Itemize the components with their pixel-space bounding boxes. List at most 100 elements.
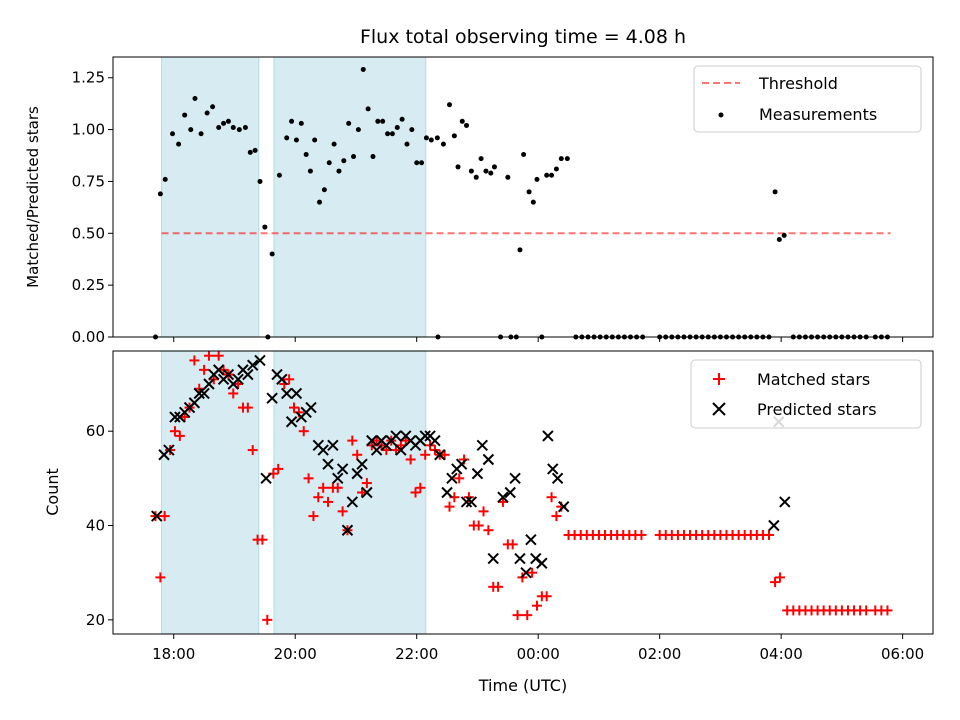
predicted-star-point [509,472,521,485]
measurement-point [564,156,570,162]
measurement-point [385,131,391,137]
predicted-star-point [551,472,564,485]
measurement-point [216,125,222,131]
predicted-star-point [525,533,537,546]
measurement-point [225,118,231,124]
bottom-axes-frame [112,350,934,635]
predicted-star-point [455,458,468,470]
matched-star-point [347,435,358,446]
bottom-count-points [150,350,893,625]
measurement-point [459,118,465,124]
predicted-star-point [151,510,163,522]
top-y-axis-label: Matched/Predicted stars [24,106,42,288]
legend-matched-label: Matched stars [757,370,870,389]
predicted-star-point [222,368,235,381]
legend-measurements-swatch [718,112,724,118]
shaded-interval-2 [273,56,427,338]
measurement-point [517,247,523,253]
measurement-point [434,135,440,141]
matched-star-point [155,572,166,583]
matched-star-point [189,355,200,366]
matched-star-point [415,482,426,493]
matched-star-point [531,600,542,611]
measurement-point [483,168,489,174]
y-tick-label: 60 [86,422,105,440]
measurement-point [317,199,323,205]
predicted-star-point [351,467,363,480]
x-tick-label: 18:00 [152,645,195,663]
predicted-star-point [276,373,288,386]
matched-star-point [323,496,334,507]
matched-star-point [352,449,363,460]
matched-star-point [444,501,455,512]
measurement-point [162,176,168,182]
y-tick-label: 1.00 [72,121,105,139]
predicted-star-point [188,397,201,409]
bottom-y-axis-label: Count [43,468,62,516]
predicted-star-point [260,472,272,485]
predicted-star-point [242,368,254,381]
predicted-star-point [547,463,559,475]
matched-star-point [318,482,329,493]
predicted-star-point [322,458,334,470]
predicted-star-point [465,496,478,508]
legend-matched-swatch [713,373,725,385]
measurement-point [188,127,194,133]
predicted-star-point [332,472,344,485]
predicted-star-point [266,392,278,404]
measurement-point [198,131,204,137]
legend-predicted-swatch [712,402,726,416]
measurement-point [468,168,474,174]
matched-star-point [483,525,494,536]
measurement-point [423,135,429,141]
matched-star-point [770,577,781,588]
predicted-star-point [487,552,499,565]
legend-measurements-label: Measurements [759,105,877,124]
measurement-point [428,137,434,143]
measurement-point [284,135,290,141]
measurement-point [464,122,470,128]
measurement-point [192,95,198,101]
predicted-star-point [390,430,402,442]
measurement-point [375,118,381,124]
predicted-star-point [232,373,244,386]
measurement-point [289,118,295,124]
matched-star-point [454,473,465,484]
matched-star-point [228,388,239,399]
shaded-interval-1 [161,56,260,338]
measurement-point [451,133,457,139]
measurement-point [530,199,536,205]
measurement-point [558,156,564,162]
predicted-star-point [476,439,489,452]
matched-star-point [439,449,450,460]
measurement-point [307,168,313,174]
matched-star-point [478,506,489,517]
matched-star-point [262,614,273,625]
matched-star-point [507,539,518,550]
predicted-star-point [281,387,293,400]
matched-star-point [159,511,170,522]
measurement-point [544,172,550,178]
x-tick-label: 02:00 [638,645,681,663]
matched-star-point [308,511,319,522]
predicted-star-point [419,430,431,442]
measurement-point [221,120,227,126]
matched-star-point [199,364,210,375]
top-y-axis-ticks: 0.00 0.25 0.50 0.75 1.00 1.25 [72,69,113,346]
matched-star-point [313,492,324,503]
predicted-star-point [520,566,532,579]
measurement-point [414,160,420,166]
matched-star-point [303,473,314,484]
measurement-point [262,224,268,230]
measurement-point [404,141,410,147]
predicted-star-point [497,491,509,503]
measurement-point [534,176,540,182]
measurement-point [247,149,253,155]
predicted-star-point [460,496,473,508]
measurement-point [242,125,248,131]
matched-star-point [391,445,402,456]
measurement-point [399,116,405,122]
predicted-star-point [779,496,791,508]
top-x-axis-ticks [173,337,904,342]
legend-predicted-label: Predicted stars [757,400,877,419]
